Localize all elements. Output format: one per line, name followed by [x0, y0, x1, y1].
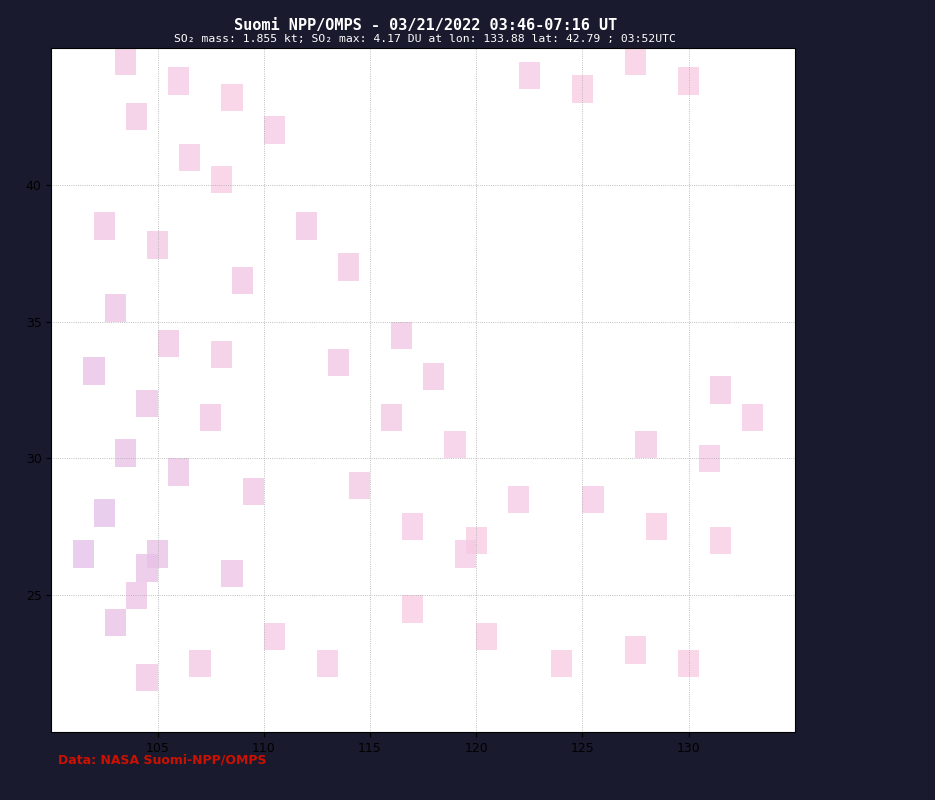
- Bar: [137, 664, 158, 691]
- Bar: [264, 116, 285, 144]
- Bar: [466, 527, 487, 554]
- Bar: [168, 67, 190, 94]
- Bar: [391, 322, 412, 349]
- Bar: [94, 212, 115, 239]
- Bar: [402, 595, 424, 622]
- Bar: [115, 48, 137, 75]
- Bar: [242, 478, 264, 505]
- Bar: [94, 499, 115, 527]
- Bar: [678, 650, 699, 678]
- Bar: [200, 404, 222, 431]
- Bar: [551, 650, 572, 678]
- Bar: [147, 231, 168, 258]
- Bar: [137, 554, 158, 582]
- Bar: [678, 67, 699, 94]
- Bar: [519, 62, 539, 89]
- Bar: [710, 527, 731, 554]
- Bar: [179, 144, 200, 171]
- Bar: [295, 212, 317, 239]
- Bar: [646, 513, 668, 541]
- Bar: [158, 330, 179, 357]
- Bar: [317, 650, 338, 678]
- Bar: [115, 439, 137, 466]
- Bar: [168, 458, 190, 486]
- Bar: [126, 102, 147, 130]
- Bar: [264, 622, 285, 650]
- Bar: [710, 376, 731, 404]
- Bar: [83, 357, 105, 385]
- Bar: [699, 445, 721, 472]
- Bar: [424, 362, 444, 390]
- Bar: [583, 486, 604, 513]
- Bar: [210, 341, 232, 368]
- Bar: [741, 404, 763, 431]
- Bar: [190, 650, 210, 678]
- Bar: [508, 486, 529, 513]
- Text: Suomi NPP/OMPS - 03/21/2022 03:46-07:16 UT: Suomi NPP/OMPS - 03/21/2022 03:46-07:16 …: [234, 18, 617, 33]
- Bar: [137, 390, 158, 418]
- Bar: [327, 349, 349, 376]
- Bar: [444, 431, 466, 458]
- Bar: [73, 541, 94, 568]
- Text: Data: NASA Suomi-NPP/OMPS: Data: NASA Suomi-NPP/OMPS: [58, 754, 266, 766]
- Bar: [572, 75, 593, 102]
- Bar: [222, 83, 242, 111]
- Bar: [232, 267, 253, 294]
- Bar: [105, 294, 126, 322]
- Bar: [455, 541, 476, 568]
- Bar: [625, 48, 646, 75]
- Bar: [210, 166, 232, 193]
- Bar: [338, 253, 359, 281]
- Bar: [625, 636, 646, 664]
- Bar: [381, 404, 402, 431]
- Bar: [476, 622, 497, 650]
- Text: SO₂ mass: 1.855 kt; SO₂ max: 4.17 DU at lon: 133.88 lat: 42.79 ; 03:52UTC: SO₂ mass: 1.855 kt; SO₂ max: 4.17 DU at …: [175, 34, 676, 43]
- Bar: [222, 560, 242, 587]
- Bar: [349, 472, 370, 499]
- Bar: [402, 513, 424, 541]
- Bar: [126, 582, 147, 609]
- Bar: [105, 609, 126, 636]
- Bar: [636, 431, 656, 458]
- Bar: [147, 541, 168, 568]
